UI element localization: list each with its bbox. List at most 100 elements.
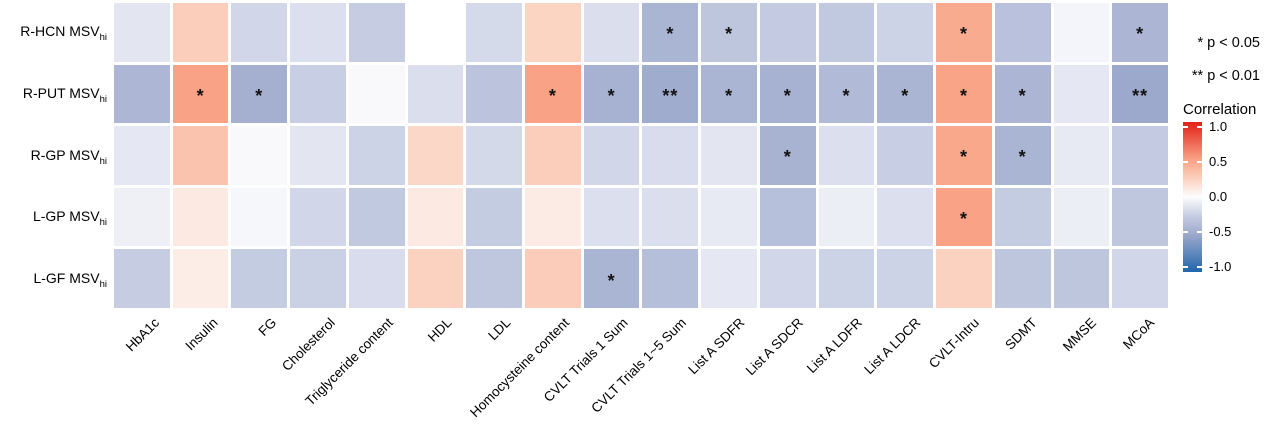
heatmap-cell: [877, 3, 934, 62]
heatmap-cell: [525, 3, 581, 62]
colorbar-tick-mark: [1183, 231, 1188, 233]
x-axis-label: CVLT-Intru: [925, 315, 982, 372]
heatmap-cell: [818, 187, 875, 247]
heatmap-cell: [877, 126, 934, 185]
heatmap-cell: [114, 64, 170, 124]
heatmap-cell: [290, 3, 346, 62]
heatmap-cell: **: [642, 64, 699, 124]
x-axis-label: Homocysteine content: [466, 315, 572, 421]
x-axis-label: FG: [255, 315, 279, 339]
y-axis-label-text: L-GF MSV: [33, 269, 100, 286]
heatmap-cell: [348, 187, 405, 247]
significance-marker: **: [662, 86, 679, 107]
significance-marker: *: [901, 86, 910, 107]
heatmap-cell: [348, 64, 405, 124]
significance-marker: *: [1018, 86, 1027, 107]
x-axis-label: List A SDFR: [685, 315, 748, 378]
y-axis-label: R-PUT MSVhi: [0, 84, 107, 105]
colorbar-gradient: [1183, 122, 1202, 272]
colorbar-tick-mark: [1183, 266, 1188, 268]
x-axis-label: List A SDCR: [742, 315, 806, 379]
heatmap-cell: [701, 187, 757, 247]
heatmap-cell: [1053, 64, 1110, 124]
heatmap-cell: [642, 126, 699, 185]
heatmap-cell: *: [936, 64, 992, 124]
y-axis-label: L-GP MSVhi: [0, 208, 107, 229]
heatmap-cell: [877, 249, 934, 308]
heatmap-cell: [407, 126, 464, 185]
heatmap-cell: [583, 126, 640, 185]
significance-marker: *: [1018, 147, 1027, 168]
colorbar-tick-mark: [1197, 266, 1202, 268]
heatmap-cell: [466, 3, 523, 62]
heatmap-cell: [1112, 249, 1168, 308]
heatmap-cell: *: [1112, 3, 1168, 62]
heatmap-cell: [525, 249, 581, 308]
heatmap-cell: [348, 3, 405, 62]
heatmap-cell: [348, 249, 405, 308]
heatmap-cell: *: [759, 64, 816, 124]
x-axis-label: MMSE: [1059, 315, 1099, 355]
colorbar-title: Correlation: [1183, 101, 1257, 118]
colorbar-tick-mark: [1197, 161, 1202, 163]
heatmap-cell: *: [701, 64, 757, 124]
heatmap-cell: [1053, 126, 1110, 185]
x-axis-label: LDL: [485, 315, 514, 344]
heatmap-cell: *: [759, 126, 816, 185]
significance-marker: *: [842, 86, 851, 107]
legend-note-p05: * p < 0.05: [1197, 35, 1260, 51]
colorbar-tick-label: 1.0: [1209, 119, 1228, 134]
heatmap-cell: [407, 187, 464, 247]
heatmap-cell: [466, 187, 523, 247]
heatmap-cell: [701, 249, 757, 308]
heatmap-cell: [759, 187, 816, 247]
heatmap-cell: *: [877, 64, 934, 124]
y-axis-label-subscript: hi: [99, 217, 107, 229]
heatmap-cell: [818, 249, 875, 308]
heatmap-cell: *: [936, 126, 992, 185]
y-axis-label: R-GP MSVhi: [0, 147, 107, 167]
heatmap-cell-missing: [408, 3, 464, 62]
heatmap-cell: [114, 249, 170, 308]
x-axis-label: HbA1c: [122, 315, 162, 355]
colorbar-tick-mark: [1197, 196, 1202, 198]
heatmap-cell: [759, 3, 816, 62]
heatmap-cell: [290, 187, 346, 247]
heatmap-cell: [642, 187, 699, 247]
colorbar-tick-mark: [1197, 126, 1202, 128]
significance-marker: *: [959, 86, 968, 107]
heatmap-cell: [1112, 187, 1168, 247]
y-axis-label-text: L-GP MSV: [32, 208, 100, 225]
heatmap-cell: [348, 126, 405, 185]
colorbar-tick-label: 0.5: [1209, 154, 1228, 169]
heatmap-cell: [466, 249, 523, 308]
heatmap-cell: [114, 126, 170, 185]
heatmap-cell: [407, 64, 464, 124]
heatmap-cell: *: [642, 3, 699, 62]
x-axis-label: List A LDFR: [803, 315, 865, 377]
y-axis-label: R-HCN MSVhi: [0, 23, 107, 44]
significance-marker: *: [783, 86, 792, 107]
x-axis-label: SDMT: [1002, 315, 1041, 353]
colorbar-tick-label: -0.5: [1209, 224, 1232, 239]
heatmap-cell: *: [525, 64, 581, 124]
heatmap-cell: *: [701, 3, 757, 62]
significance-marker: *: [725, 86, 734, 107]
colorbar-tick-mark: [1197, 231, 1202, 233]
heatmap-cell: [818, 3, 875, 62]
heatmap-cell: [231, 187, 288, 247]
colorbar-tick-mark: [1183, 161, 1188, 163]
significance-marker: *: [548, 86, 557, 107]
heatmap-cell: [290, 249, 346, 308]
colorbar-tick-mark: [1183, 196, 1188, 198]
heatmap-cell: *: [172, 64, 229, 124]
y-axis-label: L-GF MSVhi: [0, 269, 107, 290]
significance-marker: *: [725, 24, 734, 45]
y-axis-label-text: R-PUT MSV: [22, 84, 100, 101]
significance-marker: *: [666, 24, 675, 45]
y-axis-label-text: R-HCN MSV: [20, 23, 100, 40]
heatmap-cell: [994, 3, 1051, 62]
heatmap-cell: [290, 64, 346, 124]
y-axis-label-subscript: hi: [99, 32, 107, 44]
significance-marker: *: [783, 147, 792, 168]
